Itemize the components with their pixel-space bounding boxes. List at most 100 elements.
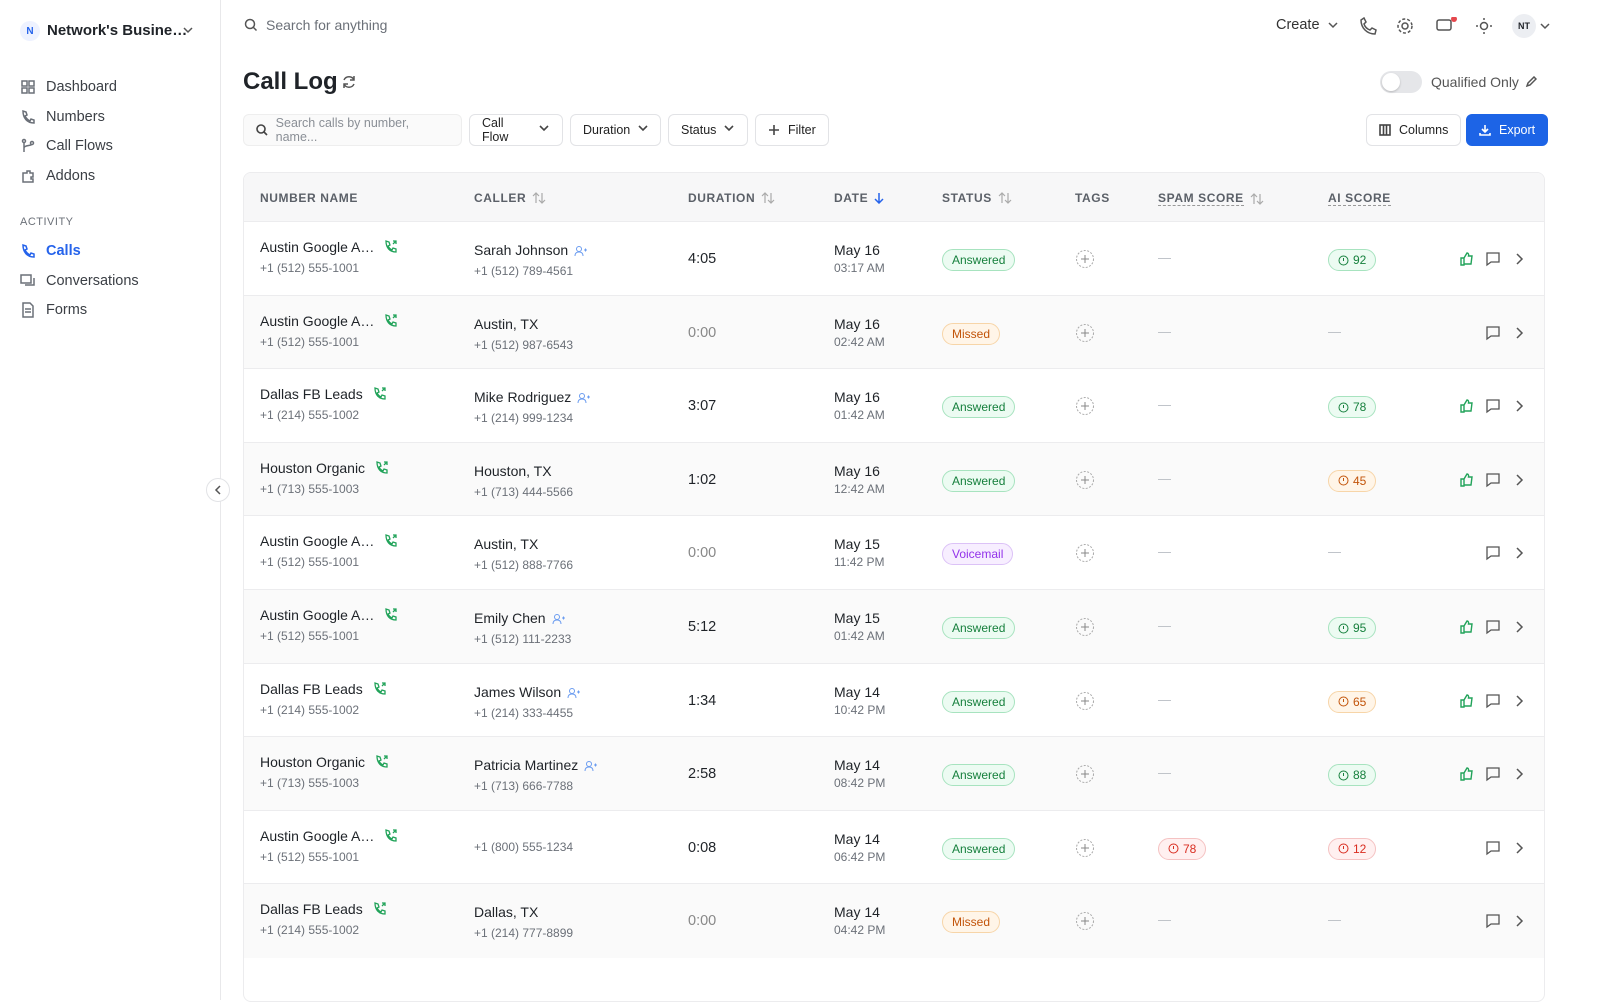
open-button[interactable] [1514,399,1524,418]
notes-button[interactable] [1485,472,1501,493]
dropdown-button[interactable]: Duration [570,114,661,146]
add-tag-button[interactable] [1075,764,1095,789]
workspace-name[interactable]: Network's Busine… [47,22,188,39]
call-search[interactable]: Search calls by number, name... [243,114,462,146]
call-type-icon [384,239,399,259]
avatar-chevron[interactable] [1540,22,1550,30]
open-button[interactable] [1514,767,1524,786]
add-tag-button[interactable] [1075,396,1095,421]
number: +1 (512) 555-1001 [260,629,360,643]
rate-button[interactable] [1459,472,1475,493]
add-tag-button[interactable] [1075,543,1095,568]
number-name: Houston Organic [260,754,366,771]
column-header[interactable]: STATUS [942,191,1012,205]
rate-button[interactable] [1459,619,1475,640]
duration: 0:00 [688,913,717,930]
edit-icon[interactable] [1525,76,1537,88]
toolbar-icons[interactable] [1358,17,1558,37]
nav-item[interactable]: Conversations [20,273,139,289]
collapse-button[interactable] [206,478,230,502]
column-label: TAGS [1075,191,1110,205]
contact-icon [577,391,591,409]
call-row[interactable]: Dallas FB Leads +1 (214) 555-1002 Mike Rod… [244,368,1544,444]
open-button[interactable] [1514,546,1524,565]
call-row[interactable]: Austin Google A… +1 (512) 555-1001 Austin,… [244,294,1544,370]
sidebar: N Network's Busine… ACTIVITY Dashboard Nu… [0,0,230,1000]
call-row[interactable]: Austin Google A… +1 (512) 555-1001 Austin,… [244,515,1544,591]
call-row[interactable]: Houston Organic +1 (713) 555-1003 Patricia… [244,736,1544,812]
notes-button[interactable] [1485,840,1501,861]
date: May 14 [834,904,880,921]
call-row[interactable]: Dallas FB Leads +1 (214) 555-1002 James Wi… [244,662,1544,738]
column-header[interactable]: DATE [834,191,884,205]
column-header[interactable]: CALLER [474,191,546,205]
notes-button[interactable] [1485,913,1501,934]
rate-button[interactable] [1459,693,1475,714]
duration: 1:02 [688,471,717,488]
column-header[interactable]: DURATION [688,191,775,205]
duration: 1:34 [688,692,717,709]
nav-item[interactable]: Calls [20,243,81,259]
call-row[interactable]: Dallas FB Leads +1 (214) 555-1002 Dallas, … [244,883,1544,959]
create-menu[interactable]: Create [1276,17,1338,33]
nav-item[interactable]: Call Flows [20,138,113,154]
call-row[interactable]: Austin Google A… +1 (512) 555-1001 Sarah J… [244,221,1544,296]
caller-cell: Emily Chen +1 (512) 111-2233 [474,610,674,646]
ai-value: 88 [1353,768,1367,783]
contact-icon [584,759,598,777]
export-button[interactable]: Export [1466,114,1549,146]
date-cell: May 16 03:17 AM [834,242,885,275]
columns-button[interactable]: Columns [1366,114,1462,146]
caller-cell: Dallas, TX +1 (214) 777-8899 [474,904,674,940]
notes-button[interactable] [1485,693,1501,714]
qualified-toggle[interactable] [1380,71,1422,93]
workspace-chevron[interactable] [183,26,193,34]
call-row[interactable]: Austin Google A… +1 (512) 555-1001 +1 (800… [244,809,1544,885]
notes-button[interactable] [1485,619,1501,640]
number: +1 (214) 555-1002 [260,702,360,717]
user-avatar[interactable]: NT [1512,14,1536,38]
ai-value: 92 [1353,253,1367,267]
notes-button[interactable] [1485,325,1501,346]
nav-item[interactable]: Dashboard [20,79,117,95]
page-title: Call Log [243,68,338,95]
open-button[interactable] [1514,841,1524,860]
caller-name: Patricia Martinez [474,757,579,774]
refresh-button[interactable] [341,74,357,90]
call-row[interactable]: Houston Organic +1 (713) 555-1003 Houston,… [244,441,1544,517]
nav-item[interactable]: Numbers [20,109,105,125]
notes-button[interactable] [1485,251,1501,272]
open-button[interactable] [1514,252,1524,271]
filter-button[interactable]: Filter [755,114,829,146]
open-button[interactable] [1514,473,1524,492]
duration: 4:05 [688,251,717,267]
number: +1 (214) 555-1002 [260,923,360,938]
add-tag-button[interactable] [1075,691,1095,716]
rate-button[interactable] [1459,251,1475,272]
nav-item[interactable]: Forms [20,302,87,318]
date: May 14 [834,683,880,700]
call-row[interactable]: Austin Google A… +1 (512) 555-1001 Emily C… [244,589,1544,664]
add-tag-button[interactable] [1075,617,1095,642]
open-button[interactable] [1514,620,1524,639]
add-tag-button[interactable] [1075,249,1095,274]
add-tag-button[interactable] [1075,323,1095,348]
add-tag-button[interactable] [1075,470,1095,495]
dropdown-button[interactable]: Call Flow [469,114,563,146]
column-header[interactable]: SPAM SCORE [1158,191,1264,206]
open-button[interactable] [1514,914,1524,933]
date: May 15 [834,536,880,553]
add-tag-button[interactable] [1075,911,1095,936]
notes-button[interactable] [1485,398,1501,419]
notes-button[interactable] [1485,766,1501,787]
global-search[interactable]: Search for anything [244,17,387,33]
nav-item[interactable]: Addons [20,168,95,184]
open-button[interactable] [1514,326,1524,345]
dropdown-button[interactable]: Status [668,114,748,146]
number-cell: Dallas FB Leads +1 (214) 555-1002 [260,901,460,937]
rate-button[interactable] [1459,398,1475,419]
open-button[interactable] [1514,694,1524,713]
notes-button[interactable] [1485,545,1501,566]
rate-button[interactable] [1459,766,1475,787]
add-tag-button[interactable] [1075,838,1095,863]
